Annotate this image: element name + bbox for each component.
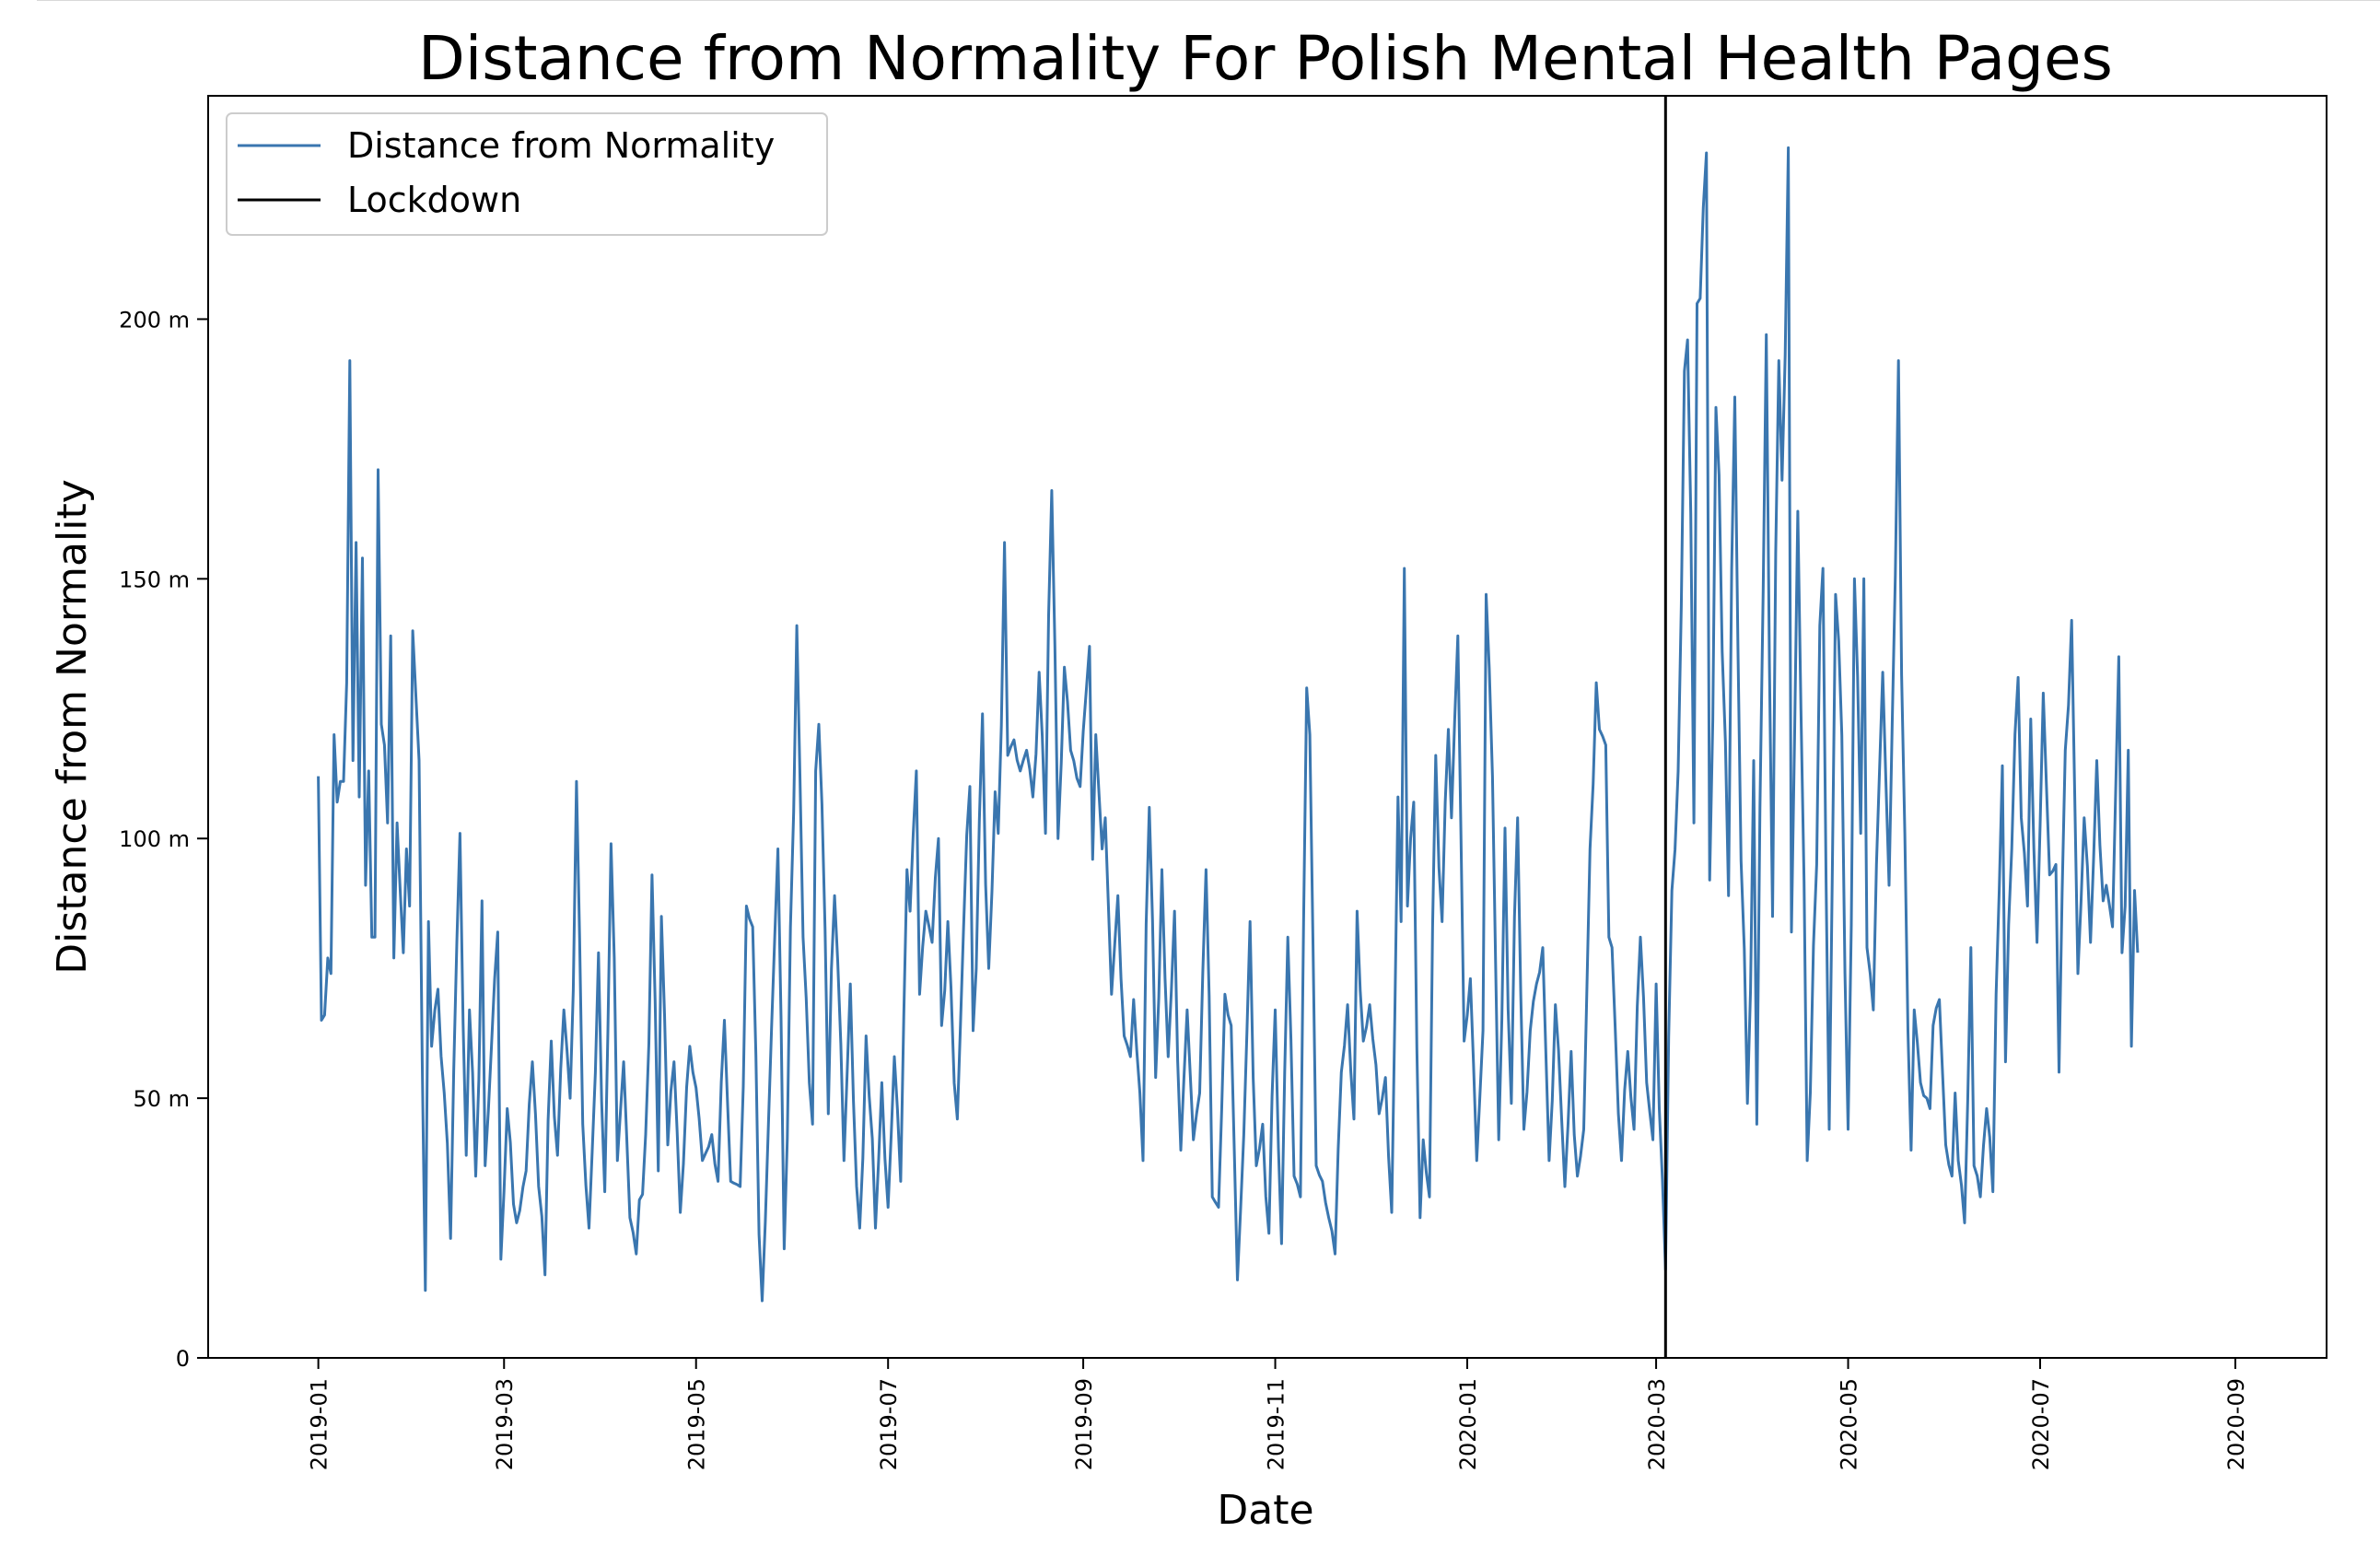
- legend-label-distance: Distance from Normality: [347, 125, 775, 166]
- y-axis-ticks: 0 50 m 100 m 150 m 200 m: [119, 307, 208, 1372]
- x-tick-label: 2020-05: [1837, 1378, 1862, 1470]
- x-tick-label: 2019-07: [876, 1378, 902, 1470]
- x-tick-label: 2020-09: [2223, 1378, 2249, 1470]
- y-tick-label: 100 m: [119, 826, 190, 852]
- y-axis-label: Distance from Normality: [49, 479, 96, 974]
- distance-series-line: [317, 146, 2140, 1303]
- y-tick-label: 50 m: [133, 1086, 190, 1112]
- y-tick-label: 150 m: [119, 567, 190, 592]
- plot-lines: [317, 96, 2140, 1358]
- x-tick-label: 2019-03: [492, 1378, 518, 1470]
- x-axis-label: Date: [1217, 1487, 1313, 1534]
- chart-title: Distance from Normality For Polish Menta…: [418, 23, 2113, 94]
- x-tick-label: 2019-11: [1264, 1378, 1289, 1470]
- x-tick-label: 2020-03: [1644, 1378, 1670, 1470]
- y-tick-label: 200 m: [119, 307, 190, 333]
- x-tick-label: 2020-07: [2028, 1378, 2054, 1470]
- x-tick-label: 2019-09: [1071, 1378, 1097, 1470]
- x-axis-ticks: 2019-01 2019-03 2019-05 2019-07 2019-09 2019-…: [307, 1358, 2249, 1470]
- top-rule: [37, 0, 2380, 1]
- x-tick-label: 2020-01: [1455, 1378, 1481, 1470]
- x-tick-label: 2019-05: [684, 1378, 710, 1470]
- y-tick-label: 0: [176, 1346, 190, 1372]
- legend: Distance from Normality Lockdown: [226, 112, 828, 236]
- x-tick-label: 2019-01: [307, 1378, 332, 1470]
- legend-label-lockdown: Lockdown: [347, 180, 521, 220]
- legend-box: [226, 112, 828, 236]
